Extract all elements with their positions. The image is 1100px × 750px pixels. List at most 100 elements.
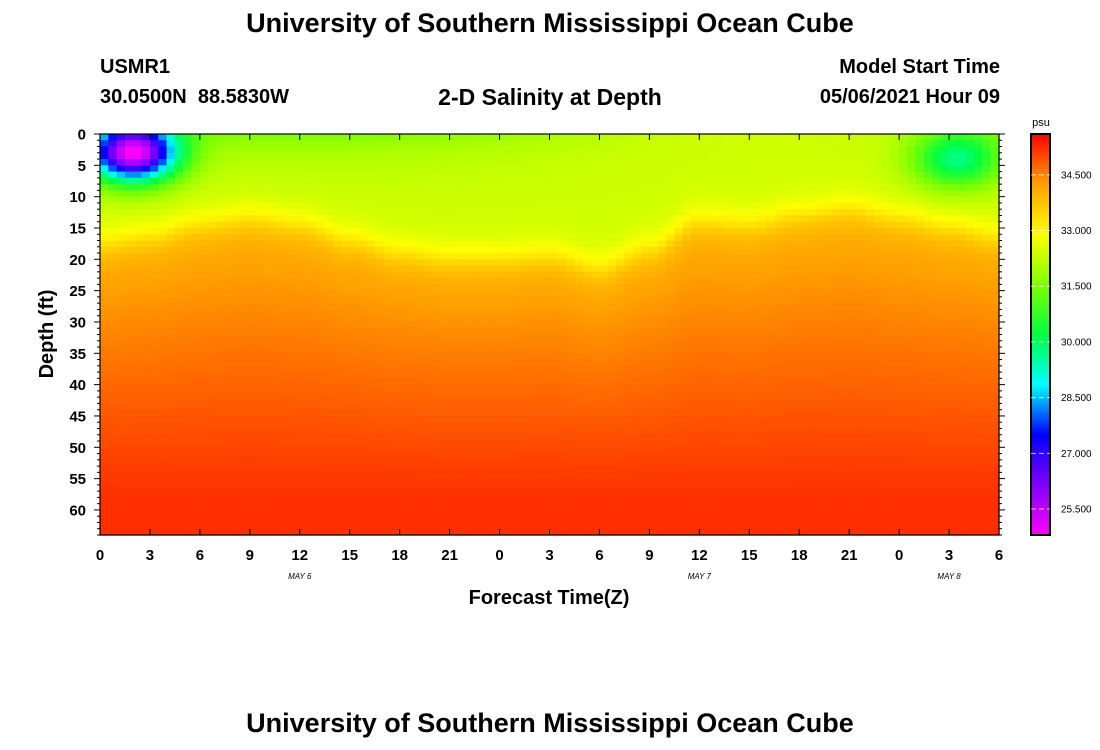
salinity-cell: [333, 227, 342, 235]
salinity-cell: [241, 453, 251, 461]
salinity-cell: [466, 152, 476, 160]
salinity-cell: [216, 196, 226, 204]
salinity-cell: [149, 328, 159, 336]
salinity-cell: [116, 522, 126, 530]
salinity-cell: [607, 353, 617, 361]
salinity-cell: [349, 253, 359, 260]
salinity-cell: [366, 227, 376, 235]
salinity-cell: [133, 234, 143, 242]
salinity-cell: [607, 447, 617, 455]
salinity-cell: [158, 271, 168, 279]
salinity-cell: [124, 353, 134, 361]
salinity-cell: [283, 177, 293, 185]
salinity-cell: [407, 353, 417, 361]
salinity-cell: [740, 184, 750, 191]
salinity-cell: [532, 234, 542, 242]
salinity-cell: [724, 303, 734, 311]
salinity-cell: [699, 372, 709, 379]
salinity-cell: [366, 159, 376, 166]
salinity-cell: [541, 328, 551, 336]
salinity-cell: [241, 290, 251, 298]
salinity-cell: [715, 184, 725, 191]
salinity-cell: [383, 152, 392, 160]
salinity-cell: [591, 378, 601, 386]
salinity-cell: [183, 152, 193, 160]
salinity-cell: [208, 503, 218, 511]
salinity-cell: [740, 165, 750, 173]
salinity-cell: [616, 202, 626, 210]
salinity-cell: [441, 409, 451, 417]
salinity-cell: [383, 309, 392, 317]
salinity-cell: [308, 459, 318, 467]
salinity-cell: [516, 171, 526, 179]
salinity-cell: [566, 516, 576, 524]
salinity-cell: [641, 403, 650, 411]
salinity-cell: [541, 497, 551, 505]
salinity-cell: [474, 240, 484, 248]
salinity-cell: [358, 209, 367, 217]
salinity-cell: [391, 503, 401, 511]
salinity-cell: [441, 415, 451, 423]
salinity-cell: [740, 328, 750, 336]
salinity-cell: [641, 246, 650, 254]
salinity-cell: [349, 190, 359, 198]
salinity-cell: [666, 253, 675, 260]
salinity-cell: [507, 253, 517, 260]
salinity-cell: [457, 196, 467, 204]
salinity-cell: [524, 159, 534, 166]
salinity-cell: [158, 447, 168, 455]
salinity-cell: [449, 146, 459, 154]
salinity-cell: [441, 234, 451, 242]
salinity-cell: [691, 503, 700, 511]
salinity-cell: [657, 190, 667, 198]
salinity-cell: [358, 321, 367, 329]
salinity-cell: [108, 528, 118, 536]
salinity-cell: [108, 315, 118, 323]
salinity-cell: [466, 159, 476, 166]
salinity-cell: [358, 309, 367, 317]
salinity-cell: [407, 253, 417, 260]
salinity-cell: [707, 347, 717, 354]
salinity-cell: [682, 240, 692, 248]
salinity-cell: [691, 290, 700, 298]
salinity-cell: [174, 152, 184, 160]
salinity-cell: [308, 146, 318, 154]
salinity-cell: [308, 434, 318, 442]
salinity-cell: [399, 259, 409, 267]
salinity-cell: [399, 328, 409, 336]
salinity-cell: [133, 140, 143, 148]
salinity-cell: [516, 227, 526, 235]
salinity-cell: [641, 221, 650, 229]
salinity-cell: [541, 159, 551, 166]
salinity-cell: [391, 353, 401, 361]
salinity-cell: [183, 509, 193, 517]
salinity-cell: [108, 434, 118, 442]
salinity-cell: [316, 209, 326, 217]
salinity-cell: [233, 434, 243, 442]
salinity-cell: [482, 202, 492, 210]
salinity-cell: [574, 503, 584, 511]
salinity-cell: [466, 340, 476, 348]
salinity-cell: [691, 259, 700, 267]
salinity-cell: [582, 240, 592, 248]
salinity-cell: [591, 509, 601, 517]
salinity-cell: [482, 340, 492, 348]
salinity-cell: [266, 159, 276, 166]
salinity-cell: [383, 478, 392, 486]
salinity-cell: [183, 227, 193, 235]
salinity-cell: [116, 152, 126, 160]
salinity-cell: [399, 347, 409, 354]
salinity-cell: [349, 441, 359, 448]
salinity-cell: [524, 503, 534, 511]
salinity-cell: [316, 347, 326, 354]
salinity-cell: [616, 321, 626, 329]
salinity-cell: [308, 422, 318, 430]
salinity-cell: [724, 434, 734, 442]
salinity-cell: [491, 278, 501, 285]
salinity-cell: [449, 497, 459, 505]
salinity-cell: [299, 516, 309, 524]
salinity-cell: [707, 466, 717, 473]
salinity-cell: [224, 365, 234, 373]
salinity-cell: [491, 159, 501, 166]
salinity-cell: [424, 309, 434, 317]
